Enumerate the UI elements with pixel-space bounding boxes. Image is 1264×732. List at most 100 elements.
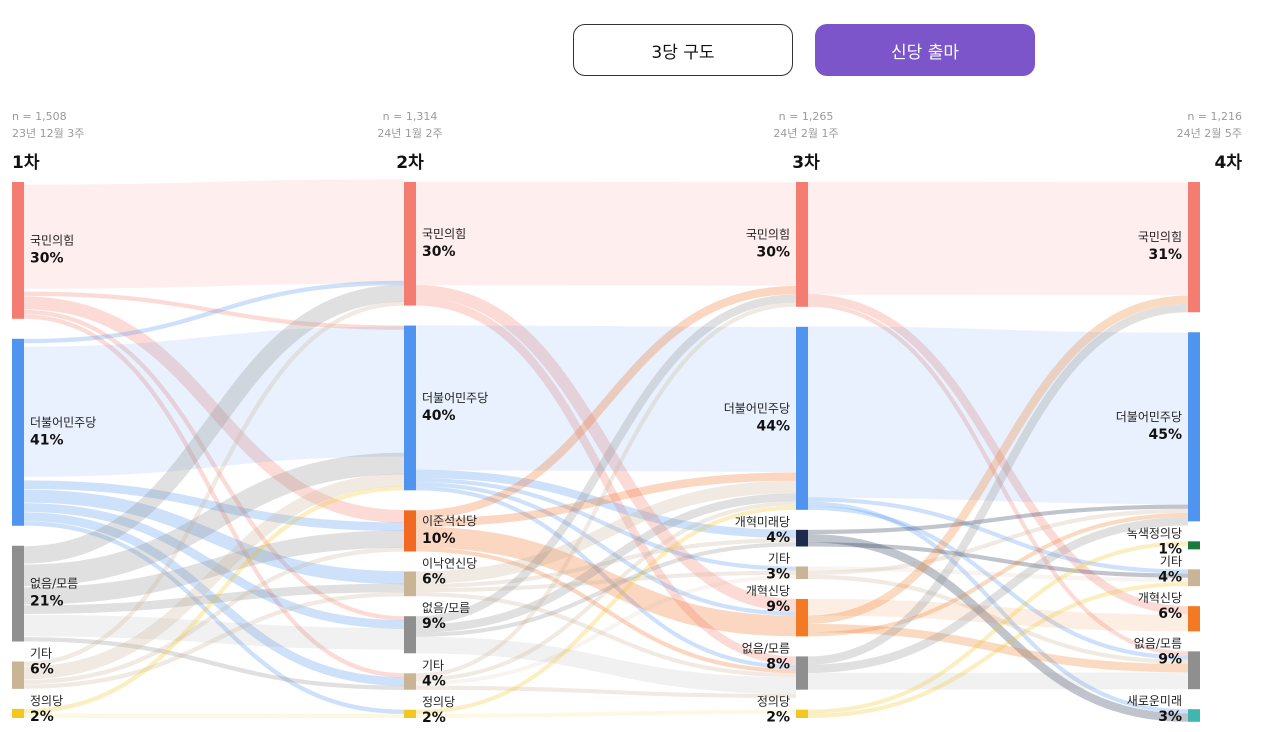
node-s4-ref[interactable] — [1188, 606, 1200, 632]
node-label-s2-lny: 이낙연신당 — [422, 557, 477, 571]
node-pct-s3-jus: 2% — [766, 710, 790, 726]
round-label-4: 4차 — [1214, 153, 1242, 173]
link-s3-ppp-to-s4-ref — [807, 294, 1189, 615]
node-s4-nf[interactable] — [1188, 709, 1200, 722]
node-pct-s1-ppp: 30% — [30, 250, 64, 266]
node-label-s3-dem: 더불어민주당 — [724, 401, 790, 415]
node-pct-s4-none: 9% — [1158, 651, 1182, 667]
link-s3-jus-to-s4-etc — [807, 581, 1189, 719]
node-s2-ljs[interactable] — [404, 510, 416, 552]
sample-size-4: n = 1,216 — [1187, 110, 1242, 123]
node-pct-s3-dem: 44% — [756, 418, 790, 434]
link-s1-dem-to-s2-none — [23, 503, 405, 629]
link-s3-ppp-to-s4-ppp — [807, 181, 1189, 296]
sankey-links — [23, 179, 1189, 722]
sankey-labels: 국민의힘30%더불어민주당41%없음/모름21%기타6%정의당2%국민의힘30%… — [30, 227, 1182, 726]
link-s2-ppp-to-s3-none — [415, 297, 797, 665]
node-s3-rfu[interactable] — [796, 529, 808, 547]
node-s1-etc[interactable] — [12, 661, 24, 689]
node-label-s1-etc: 기타 — [30, 647, 52, 661]
link-s2-none-to-s3-ppp — [415, 294, 797, 625]
node-label-s2-ljs: 이준석신당 — [422, 514, 477, 528]
column-header-3: n = 1,265 24년 2월 1주 3차 — [736, 108, 876, 173]
node-pct-s2-none: 9% — [422, 616, 446, 632]
node-label-s2-etc: 기타 — [422, 658, 444, 672]
link-s1-none-to-s2-dem — [23, 452, 405, 587]
node-pct-s1-dem: 41% — [30, 432, 64, 448]
node-s1-ppp[interactable] — [12, 182, 24, 319]
link-s3-rfu-to-s4-dem — [807, 504, 1189, 535]
link-s2-etc-to-s3-ppp — [415, 302, 797, 678]
round-label-1: 1차 — [12, 153, 40, 173]
node-label-s1-dem: 더불어민주당 — [30, 415, 96, 429]
link-s1-ppp-to-s2-dem — [23, 291, 405, 330]
node-label-s3-etc: 기타 — [768, 551, 790, 565]
node-s3-ref[interactable] — [796, 598, 808, 637]
node-s2-dem[interactable] — [404, 325, 416, 491]
node-s4-dem[interactable] — [1188, 332, 1200, 522]
column-header-2: n = 1,314 24년 1월 2주 2차 — [340, 108, 480, 173]
node-s1-dem[interactable] — [12, 338, 24, 526]
node-label-s3-none: 없음/모름 — [742, 641, 790, 655]
link-s3-none-to-s4-ppp — [807, 303, 1189, 665]
node-label-s4-ref: 개혁신당 — [1138, 591, 1182, 605]
node-s3-none[interactable] — [796, 656, 808, 690]
node-s4-ppp[interactable] — [1188, 182, 1200, 313]
node-s4-grn[interactable] — [1188, 541, 1200, 550]
toggle-newparty-button[interactable]: 신당 출마 — [815, 24, 1035, 76]
link-s3-dem-to-s4-dem — [807, 326, 1189, 505]
link-s3-none-to-s4-dem — [807, 517, 1189, 674]
link-s3-ppp-to-s4-none — [807, 302, 1189, 656]
link-s2-ljs-to-s3-ref — [415, 526, 797, 637]
link-s2-etc-to-s3-none — [415, 685, 797, 698]
link-s2-none-to-s3-dem — [415, 493, 797, 633]
column-header-4: n = 1,216 24년 2월 5주 4차 — [1102, 108, 1242, 173]
link-s2-none-to-s3-none — [415, 636, 797, 694]
link-s3-dem-to-s4-nf — [807, 501, 1189, 714]
node-pct-s4-dem: 45% — [1148, 427, 1182, 443]
link-s2-ljs-to-s3-ppp — [415, 286, 797, 519]
link-s2-jus-to-s3-dem — [415, 505, 797, 714]
link-s3-dem-to-s4-etc — [807, 497, 1189, 574]
link-s1-dem-to-s2-ljs — [23, 480, 405, 532]
node-label-s2-none: 없음/모름 — [422, 601, 470, 615]
node-pct-s4-nf: 3% — [1158, 709, 1182, 725]
node-s3-jus[interactable] — [796, 709, 808, 718]
node-label-s4-none: 없음/모름 — [1134, 636, 1182, 650]
node-s2-lny[interactable] — [404, 571, 416, 597]
toggle-3party-button[interactable]: 3당 구도 — [573, 24, 793, 76]
node-s1-jus[interactable] — [12, 708, 24, 718]
node-pct-s3-rfu: 4% — [766, 530, 790, 546]
node-pct-s3-etc: 3% — [766, 566, 790, 582]
node-s4-none[interactable] — [1188, 651, 1200, 690]
node-label-s4-ppp: 국민의힘 — [1138, 230, 1182, 244]
link-s2-ljs-to-s3-dem — [415, 472, 797, 527]
node-s3-etc[interactable] — [796, 566, 808, 579]
node-pct-s1-none: 21% — [30, 594, 64, 610]
node-label-s1-ppp: 국민의힘 — [30, 233, 74, 247]
link-s2-lny-to-s3-etc — [415, 570, 797, 593]
node-pct-s4-grn: 1% — [1158, 541, 1182, 557]
link-s1-none-to-s2-ljs — [23, 530, 405, 605]
survey-date-4: 24년 2월 5주 — [1176, 127, 1242, 140]
node-s2-none[interactable] — [404, 616, 416, 654]
link-s1-etc-to-s2-ljs — [23, 547, 405, 685]
link-s3-etc-to-s4-none — [807, 574, 1189, 664]
link-s3-jus-to-s4-grn — [807, 541, 1189, 714]
node-s2-ppp[interactable] — [404, 182, 416, 306]
node-s3-dem[interactable] — [796, 326, 808, 510]
link-s1-ppp-to-s2-none — [23, 309, 405, 621]
node-s2-jus[interactable] — [404, 709, 416, 718]
link-s3-etc-to-s4-etc — [807, 566, 1189, 582]
node-label-s1-jus: 정의당 — [30, 694, 63, 708]
node-s3-ppp[interactable] — [796, 182, 808, 307]
node-s2-etc[interactable] — [404, 673, 416, 690]
link-s3-dem-to-s4-none — [807, 505, 1189, 660]
link-s2-ppp-to-s3-ref — [415, 284, 797, 612]
node-s4-etc[interactable] — [1188, 569, 1200, 587]
link-s2-jus-to-s3-jus — [415, 709, 797, 719]
node-label-s1-none: 없음/모름 — [30, 577, 78, 591]
link-s2-dem-to-s3-none — [415, 486, 797, 669]
node-s1-none[interactable] — [12, 545, 24, 642]
link-s2-etc-to-s3-dem — [415, 501, 797, 682]
